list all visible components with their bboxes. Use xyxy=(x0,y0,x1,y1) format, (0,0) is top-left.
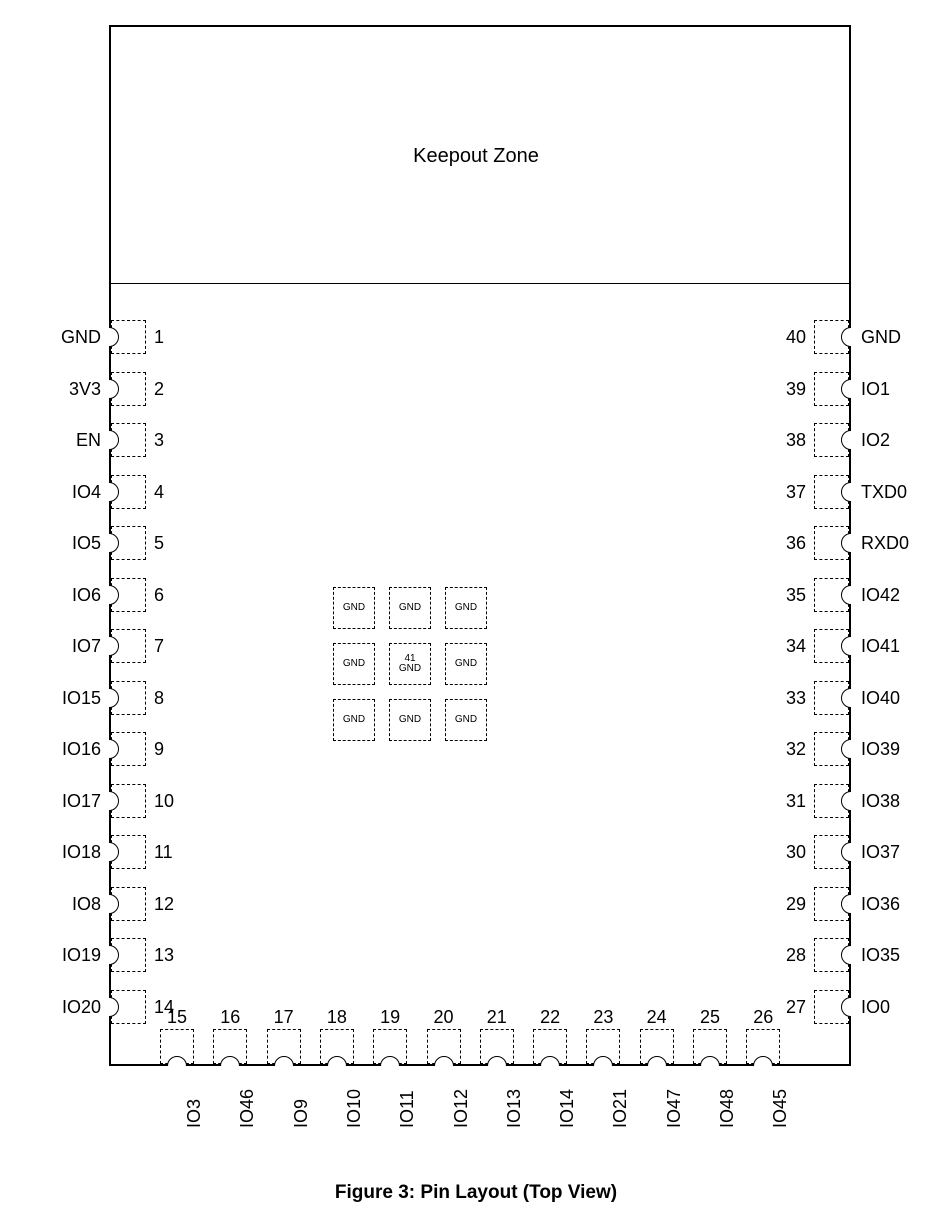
gnd-pad-3: GND xyxy=(333,643,375,685)
pin-name-4: IO4 xyxy=(31,482,101,503)
pin-name-40: GND xyxy=(861,327,901,348)
pin-name-37: TXD0 xyxy=(861,482,907,503)
pin-number-21: 21 xyxy=(483,1007,511,1028)
pin-name-8: IO15 xyxy=(31,688,101,709)
pin-name-7: IO7 xyxy=(31,636,101,657)
pin-number-12: 12 xyxy=(154,894,174,915)
pin-name-6: IO6 xyxy=(31,585,101,606)
pin-name-25: IO48 xyxy=(717,1089,738,1128)
keepout-separator xyxy=(111,283,849,284)
pin-number-15: 15 xyxy=(163,1007,191,1028)
pin-name-3: EN xyxy=(31,430,101,451)
pin-number-35: 35 xyxy=(776,585,806,606)
pin-name-29: IO36 xyxy=(861,894,900,915)
pin-number-2: 2 xyxy=(154,379,164,400)
pin-name-38: IO2 xyxy=(861,430,890,451)
pin-name-18: IO10 xyxy=(344,1089,365,1128)
module-outline xyxy=(109,25,851,1066)
pin-name-2: 3V3 xyxy=(31,379,101,400)
pin-name-19: IO11 xyxy=(397,1090,418,1128)
pin-number-7: 7 xyxy=(154,636,164,657)
pin-number-20: 20 xyxy=(430,1007,458,1028)
pin-name-30: IO37 xyxy=(861,842,900,863)
pin-name-34: IO41 xyxy=(861,636,900,657)
pin-number-16: 16 xyxy=(216,1007,244,1028)
pin-layout-diagram: Keepout Zone1GND23V33EN4IO45IO56IO67IO78… xyxy=(0,0,952,1222)
pin-name-35: IO42 xyxy=(861,585,900,606)
gnd-pad-4: 41GND xyxy=(389,643,431,685)
pin-number-10: 10 xyxy=(154,791,174,812)
pin-name-9: IO16 xyxy=(31,739,101,760)
pin-number-31: 31 xyxy=(776,791,806,812)
pin-number-19: 19 xyxy=(376,1007,404,1028)
pin-name-39: IO1 xyxy=(861,379,890,400)
pin-number-13: 13 xyxy=(154,945,174,966)
pin-number-34: 34 xyxy=(776,636,806,657)
pin-number-3: 3 xyxy=(154,430,164,451)
keepout-label: Keepout Zone xyxy=(0,145,952,168)
pin-number-4: 4 xyxy=(154,482,164,503)
pin-number-11: 11 xyxy=(154,842,173,863)
pin-number-17: 17 xyxy=(270,1007,298,1028)
pin-number-32: 32 xyxy=(776,739,806,760)
gnd-pad-1: GND xyxy=(389,587,431,629)
pin-number-39: 39 xyxy=(776,379,806,400)
pin-name-28: IO35 xyxy=(861,945,900,966)
gnd-pad-2: GND xyxy=(445,587,487,629)
pin-name-16: IO46 xyxy=(237,1089,258,1128)
pin-number-30: 30 xyxy=(776,842,806,863)
pin-number-25: 25 xyxy=(696,1007,724,1028)
pin-name-5: IO5 xyxy=(31,533,101,554)
pin-name-36: RXD0 xyxy=(861,533,909,554)
pin-number-6: 6 xyxy=(154,585,164,606)
gnd-pad-5: GND xyxy=(445,643,487,685)
pin-name-21: IO13 xyxy=(504,1089,525,1128)
pin-number-38: 38 xyxy=(776,430,806,451)
gnd-pad-8: GND xyxy=(445,699,487,741)
gnd-pad-0: GND xyxy=(333,587,375,629)
pin-number-1: 1 xyxy=(154,327,164,348)
pin-name-32: IO39 xyxy=(861,739,900,760)
pin-name-11: IO18 xyxy=(31,842,101,863)
gnd-pad-6: GND xyxy=(333,699,375,741)
pin-number-26: 26 xyxy=(749,1007,777,1028)
gnd-pad-7: GND xyxy=(389,699,431,741)
pin-name-23: IO21 xyxy=(610,1089,631,1128)
pin-number-22: 22 xyxy=(536,1007,564,1028)
pin-number-8: 8 xyxy=(154,688,164,709)
pin-number-23: 23 xyxy=(589,1007,617,1028)
pin-name-12: IO8 xyxy=(31,894,101,915)
pin-number-28: 28 xyxy=(776,945,806,966)
figure-caption: Figure 3: Pin Layout (Top View) xyxy=(0,1182,952,1204)
pin-name-27: IO0 xyxy=(861,997,890,1018)
pin-name-22: IO14 xyxy=(557,1089,578,1128)
pin-number-40: 40 xyxy=(776,327,806,348)
pin-name-24: IO47 xyxy=(664,1089,685,1128)
pin-name-31: IO38 xyxy=(861,791,900,812)
pin-name-20: IO12 xyxy=(451,1089,472,1128)
pin-number-37: 37 xyxy=(776,482,806,503)
pin-number-29: 29 xyxy=(776,894,806,915)
pin-number-33: 33 xyxy=(776,688,806,709)
pin-name-10: IO17 xyxy=(31,791,101,812)
pin-name-15: IO3 xyxy=(184,1099,205,1128)
pin-number-36: 36 xyxy=(776,533,806,554)
pin-name-13: IO19 xyxy=(31,945,101,966)
pin-name-33: IO40 xyxy=(861,688,900,709)
pin-name-1: GND xyxy=(31,327,101,348)
pin-name-14: IO20 xyxy=(31,997,101,1018)
pin-name-26: IO45 xyxy=(770,1089,791,1128)
pin-number-27: 27 xyxy=(776,997,806,1018)
pin-number-9: 9 xyxy=(154,739,164,760)
pin-number-18: 18 xyxy=(323,1007,351,1028)
pin-name-17: IO9 xyxy=(291,1099,312,1128)
pin-number-24: 24 xyxy=(643,1007,671,1028)
pin-number-5: 5 xyxy=(154,533,164,554)
